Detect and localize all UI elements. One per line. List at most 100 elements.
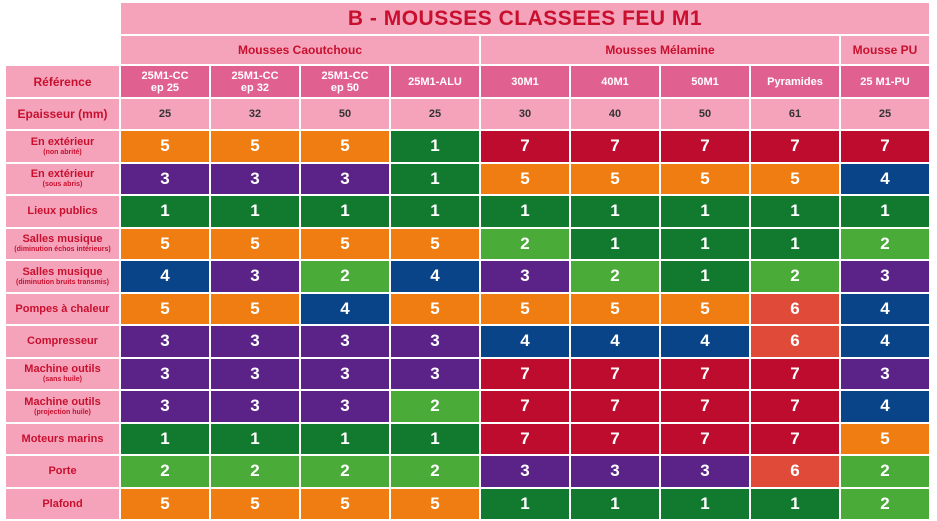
reference-cell: 40M1 [571, 66, 659, 97]
rating-cell: 2 [391, 391, 479, 422]
rating-cell: 5 [481, 293, 569, 324]
rating-cell: 2 [301, 456, 389, 487]
rating-cell: 3 [121, 163, 209, 194]
rating-cell: 5 [661, 163, 749, 194]
rating-cell: 5 [481, 163, 569, 194]
rating-cell: 5 [211, 131, 299, 162]
row-label: Plafond [6, 488, 119, 519]
rating-cell: 3 [301, 358, 389, 389]
rating-cell: 3 [841, 358, 929, 389]
row-label-main: Salles musique [22, 233, 103, 246]
group-header: Mousse PU [841, 36, 929, 64]
row-label: Moteurs marins [6, 423, 119, 454]
row-label: Machine outils (sans huile) [6, 358, 119, 389]
rating-cell: 5 [121, 293, 209, 324]
rating-cell: 7 [751, 391, 839, 422]
rating-cell: 5 [391, 228, 479, 259]
rating-cell: 2 [211, 456, 299, 487]
rating-cell: 1 [661, 196, 749, 227]
rating-cell: 4 [481, 326, 569, 357]
rating-cell: 3 [481, 261, 569, 292]
reference-cell: Pyramides [751, 66, 839, 97]
rating-cell: 5 [121, 228, 209, 259]
rating-cell: 1 [751, 228, 839, 259]
thickness-header: Epaisseur (mm) [6, 99, 119, 129]
rating-cell: 1 [661, 488, 749, 519]
reference-header: Référence [6, 66, 119, 97]
rating-cell: 7 [751, 131, 839, 162]
rating-cell: 3 [661, 456, 749, 487]
thickness-cell: 61 [751, 99, 839, 129]
rating-cell: 3 [481, 456, 569, 487]
rating-cell: 7 [841, 131, 929, 162]
rating-cell: 1 [571, 228, 659, 259]
rating-cell: 1 [751, 488, 839, 519]
rating-cell: 2 [841, 488, 929, 519]
rating-cell: 4 [391, 261, 479, 292]
row-label: Compresseur [6, 326, 119, 357]
row-label-main: Machine outils [24, 395, 101, 408]
rating-cell: 5 [211, 228, 299, 259]
rating-cell: 6 [751, 293, 839, 324]
rating-cell: 1 [751, 196, 839, 227]
rating-cell: 3 [301, 163, 389, 194]
reference-cell: 25M1-ALU [391, 66, 479, 97]
rating-cell: 7 [571, 423, 659, 454]
row-label-sub: (sous abris) [42, 181, 83, 189]
corner-blank [6, 3, 119, 64]
thickness-cell: 50 [301, 99, 389, 129]
row-label: En extérieur (non abrité) [6, 131, 119, 162]
row-label-main: En extérieur [30, 168, 95, 181]
rating-cell: 4 [841, 163, 929, 194]
rating-cell: 7 [661, 391, 749, 422]
rating-cell: 5 [391, 488, 479, 519]
rating-cell: 5 [301, 228, 389, 259]
rating-cell: 4 [841, 293, 929, 324]
thickness-cell: 50 [661, 99, 749, 129]
rating-cell: 3 [301, 326, 389, 357]
rating-cell: 1 [391, 196, 479, 227]
row-label-main: Compresseur [27, 335, 98, 348]
row-label: Porte [6, 456, 119, 487]
row-label: Lieux publics [6, 196, 119, 227]
rating-cell: 3 [391, 358, 479, 389]
row-label-sub: (sans huile) [43, 376, 82, 384]
rating-cell: 1 [841, 196, 929, 227]
group-header: Mousses Mélamine [481, 36, 839, 64]
row-label: Salles musique (diminution échos intérieu… [6, 228, 119, 259]
rating-cell: 1 [211, 423, 299, 454]
row-label-sub: (diminution échos intérieurs) [14, 246, 111, 254]
rating-cell: 7 [481, 358, 569, 389]
rating-cell: 4 [121, 261, 209, 292]
row-label-main: Plafond [42, 497, 83, 510]
rating-cell: 6 [751, 456, 839, 487]
rating-cell: 4 [571, 326, 659, 357]
rating-cell: 1 [391, 131, 479, 162]
row-label-main: Porte [48, 465, 77, 478]
rating-cell: 3 [301, 391, 389, 422]
thickness-cell: 40 [571, 99, 659, 129]
rating-cell: 1 [481, 488, 569, 519]
rating-cell: 2 [841, 228, 929, 259]
rating-cell: 3 [121, 326, 209, 357]
rating-cell: 7 [661, 423, 749, 454]
rating-cell: 7 [571, 391, 659, 422]
rating-cell: 5 [121, 488, 209, 519]
rating-cell: 2 [121, 456, 209, 487]
row-label: Salles musique (diminution bruits transmi… [6, 261, 119, 292]
thickness-cell: 25 [121, 99, 209, 129]
rating-cell: 5 [211, 293, 299, 324]
rating-cell: 5 [121, 131, 209, 162]
rating-cell: 3 [211, 326, 299, 357]
rating-cell: 3 [571, 456, 659, 487]
rating-cell: 3 [211, 358, 299, 389]
rating-cell: 1 [301, 196, 389, 227]
rating-cell: 5 [571, 163, 659, 194]
row-label-sub: (diminution bruits transmis) [16, 278, 109, 286]
rating-cell: 3 [391, 326, 479, 357]
reference-cell: 25 M1-PU [841, 66, 929, 97]
reference-cell: 25M1-CC ep 50 [301, 66, 389, 97]
rating-cell: 5 [661, 293, 749, 324]
group-header: Mousses Caoutchouc [121, 36, 479, 64]
row-label-main: En extérieur [30, 135, 95, 148]
